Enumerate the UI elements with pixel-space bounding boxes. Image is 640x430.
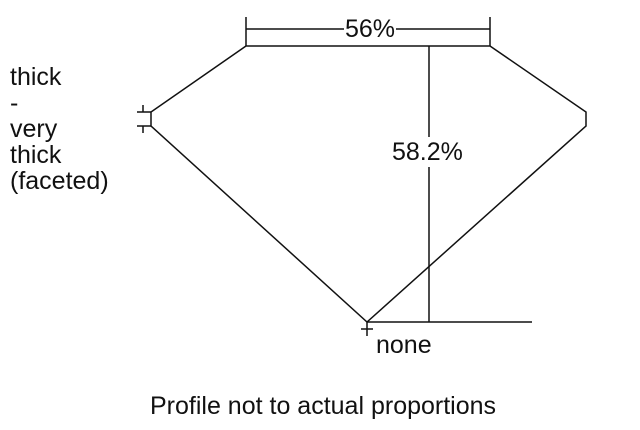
girdle-label-line: thick (10, 63, 62, 91)
girdle-label-line: - (10, 89, 19, 117)
girdle-label-line: (faceted) (10, 167, 109, 195)
girdle-label-line: thick (10, 141, 62, 169)
girdle-label-line: very (10, 115, 58, 143)
girdle-label: thick - very thick (faceted) (10, 64, 150, 194)
depth-percentage-label: 58.2% (392, 137, 463, 167)
table-percentage-label: 56% (344, 15, 397, 43)
proportions-note: Profile not to actual proportions (150, 392, 497, 420)
gem-outline (150, 45, 587, 324)
culet-label: none (376, 331, 432, 359)
